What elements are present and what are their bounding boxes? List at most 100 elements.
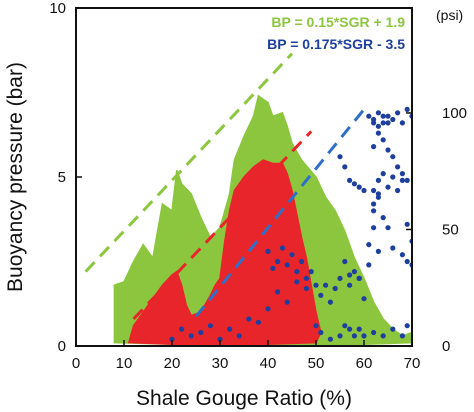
data-point xyxy=(380,333,386,339)
x-tick-label: 60 xyxy=(356,355,373,372)
data-point xyxy=(347,282,353,288)
data-point xyxy=(318,329,324,336)
data-point xyxy=(371,187,377,194)
data-point xyxy=(371,116,377,123)
data-point xyxy=(361,187,367,194)
data-point xyxy=(356,184,362,190)
data-point xyxy=(179,326,185,332)
data-point xyxy=(399,177,405,183)
data-point xyxy=(356,275,362,281)
y-tick-label: 10 xyxy=(49,0,66,17)
y-tick-label: 0 xyxy=(58,338,66,355)
data-point xyxy=(323,282,329,288)
data-point xyxy=(294,279,300,285)
data-point xyxy=(385,225,391,231)
data-point xyxy=(395,187,401,194)
data-point xyxy=(169,336,175,342)
data-point xyxy=(375,177,381,183)
x-tick-label: 70 xyxy=(404,355,421,372)
data-point xyxy=(337,333,343,339)
data-point xyxy=(385,147,391,153)
data-point xyxy=(294,269,300,275)
data-point xyxy=(361,333,367,339)
data-point xyxy=(385,120,391,126)
data-point xyxy=(347,326,353,332)
data-point xyxy=(361,296,367,302)
data-point xyxy=(380,120,386,126)
data-point xyxy=(375,194,381,200)
legend-blue-equation: BP = 0.175*SGR - 3.5 xyxy=(267,36,405,52)
trend-line-0 xyxy=(84,52,294,273)
data-point xyxy=(275,289,281,295)
x-tick-label: 50 xyxy=(308,355,325,372)
data-point xyxy=(399,252,405,258)
data-point xyxy=(366,262,372,268)
data-point xyxy=(303,275,309,281)
data-point xyxy=(395,110,401,116)
data-point xyxy=(275,258,281,265)
data-point xyxy=(390,154,396,160)
data-point xyxy=(347,272,353,278)
data-point xyxy=(270,265,276,271)
data-point xyxy=(380,215,386,221)
data-point xyxy=(313,323,319,329)
data-point xyxy=(351,269,357,275)
data-point xyxy=(375,248,381,254)
data-point xyxy=(375,123,381,129)
data-point xyxy=(318,292,324,298)
y2-axis-unit: (psi) xyxy=(436,7,463,23)
data-point xyxy=(371,201,377,207)
data-point xyxy=(327,299,333,305)
data-point xyxy=(351,181,357,187)
data-point xyxy=(371,329,377,336)
data-point xyxy=(380,171,386,177)
data-point xyxy=(227,326,233,332)
data-point xyxy=(366,242,372,248)
data-point xyxy=(375,130,381,136)
data-point xyxy=(356,326,362,332)
data-point xyxy=(332,285,338,292)
data-point xyxy=(308,269,314,275)
data-point xyxy=(399,333,405,339)
data-point xyxy=(188,333,194,339)
data-point xyxy=(342,258,348,265)
data-point xyxy=(217,336,223,342)
data-point xyxy=(299,258,305,265)
data-point xyxy=(395,164,401,170)
data-point xyxy=(279,245,285,251)
data-point xyxy=(404,221,410,227)
data-point xyxy=(375,110,381,116)
x-tick-label: 30 xyxy=(212,355,229,372)
data-point xyxy=(351,333,357,339)
data-point xyxy=(380,113,386,119)
trend-line-1 xyxy=(132,130,313,320)
data-point xyxy=(313,282,319,288)
data-point xyxy=(289,252,295,258)
data-point xyxy=(371,225,377,231)
data-point xyxy=(198,329,204,336)
data-point xyxy=(207,323,213,329)
data-point xyxy=(366,113,372,119)
data-point xyxy=(337,275,343,281)
data-point xyxy=(404,323,410,329)
trend-line-2 xyxy=(194,108,366,318)
data-point xyxy=(399,120,405,126)
data-point xyxy=(342,323,348,329)
data-point xyxy=(404,258,410,265)
data-point xyxy=(390,174,396,180)
data-point xyxy=(342,164,348,170)
y2-tick-label: 50 xyxy=(442,221,459,238)
data-point xyxy=(390,245,396,251)
data-point xyxy=(236,333,242,339)
data-point xyxy=(265,306,271,312)
data-point xyxy=(385,184,391,190)
data-point xyxy=(390,116,396,123)
data-point xyxy=(371,144,377,150)
y-tick-label: 5 xyxy=(58,169,66,186)
x-tick-label: 20 xyxy=(164,355,181,372)
data-point xyxy=(265,248,271,254)
data-point xyxy=(347,177,353,183)
y-axis-label: Buoyancy pressure (bar) xyxy=(4,62,27,292)
data-point xyxy=(380,137,386,143)
